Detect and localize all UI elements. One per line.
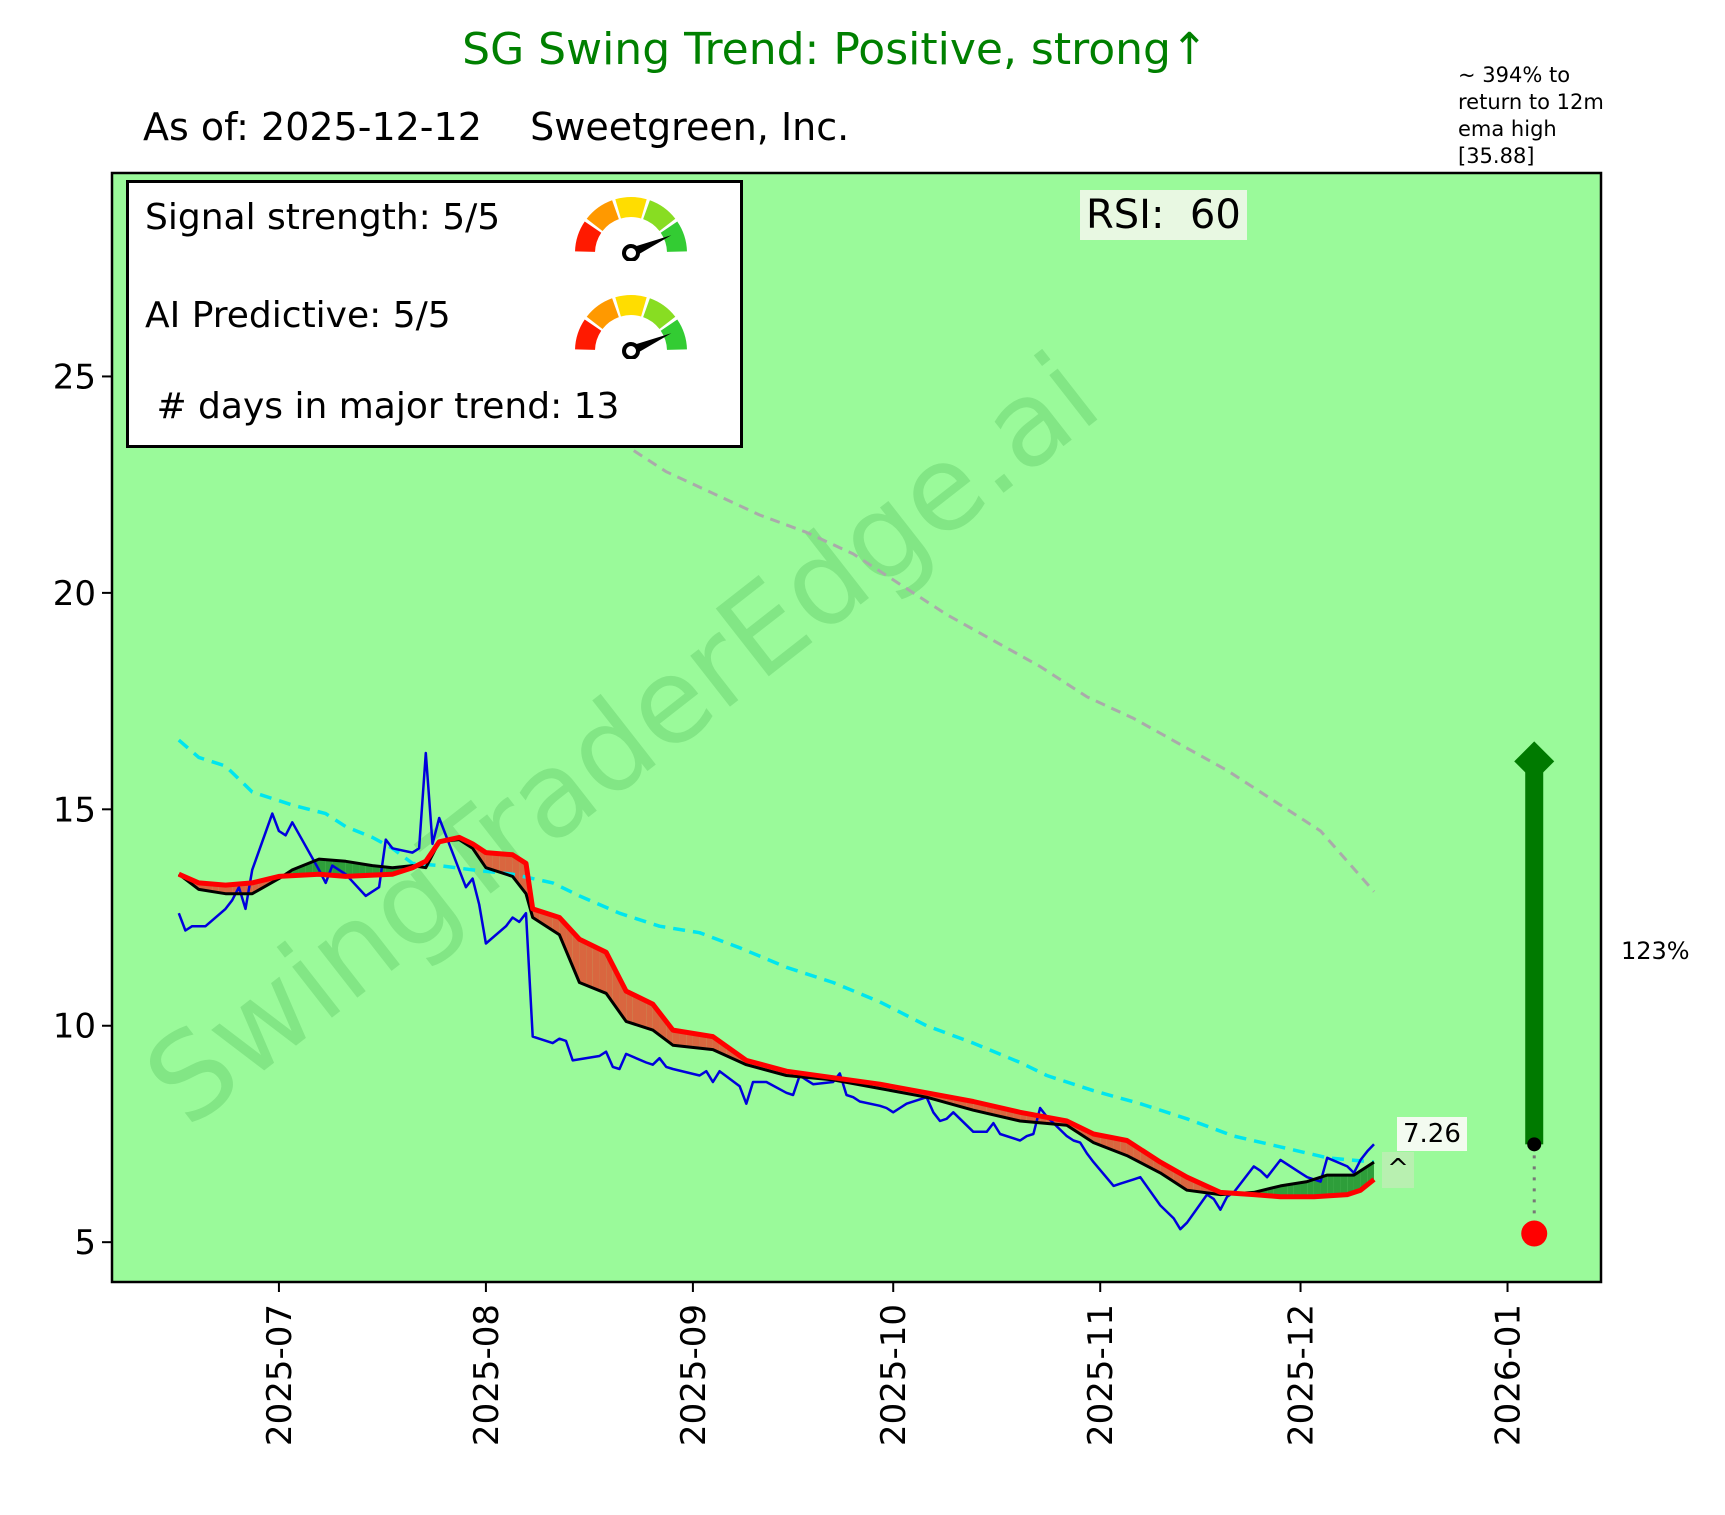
gauge-segment (660, 221, 687, 252)
ai-predictive-label: AI Predictive: 5/5 (145, 295, 451, 336)
x-tick-label: 2025-07 (260, 1304, 300, 1446)
trend-caret-marker: ^ (1382, 1152, 1414, 1188)
ema-fill-bullish (352, 862, 360, 877)
ema-fill-bearish (626, 991, 633, 1024)
ema-fill-bullish (1287, 1183, 1294, 1197)
y-tick-label: 20 (53, 574, 96, 614)
ema-fill-bearish (485, 852, 493, 870)
note-line: [35.88] (1458, 144, 1535, 168)
price-line (177, 751, 1375, 1231)
x-tick-label: 2025-10 (874, 1304, 914, 1446)
ema-fill-bearish (586, 942, 593, 988)
x-tick-label: 2026-01 (1489, 1304, 1529, 1446)
ema-fill-bullish (1327, 1175, 1334, 1196)
slow-ema-line (177, 834, 1376, 1200)
ema-fill-bearish (672, 1030, 680, 1046)
gauge-segment (615, 295, 647, 317)
ema-fill-bearish (579, 939, 587, 986)
ema-fill-bearish (686, 1032, 693, 1048)
ma50-line (177, 738, 1375, 1164)
chart-title: SG Swing Trend: Positive, strong↑ (462, 24, 1208, 75)
ema-fill-bearish (505, 854, 513, 877)
gauge-hub (622, 244, 640, 261)
note-line: return to 12m (1458, 90, 1604, 114)
signal-legend: Signal strength: 5/5 AI Predictive: 5/5 … (126, 180, 743, 448)
note-line: ema high (1458, 117, 1557, 141)
stop-level-dot (1521, 1220, 1548, 1247)
ema-fill-bearish (499, 853, 506, 875)
ai-predictive-gauge-icon (575, 295, 687, 359)
ema-fill-bearish (699, 1034, 707, 1049)
ema-fill-bullish (1307, 1179, 1314, 1197)
target-arrow-head-icon (1514, 741, 1555, 782)
ema-fill-bearish (592, 945, 600, 991)
ema-fill-bearish (599, 948, 607, 994)
gauge-segment (575, 221, 602, 252)
ema-fill-bullish (1333, 1175, 1341, 1196)
gauge-segment (615, 197, 647, 219)
y-tick-label: 25 (53, 357, 96, 397)
ema-fill-bearish (1113, 1137, 1121, 1154)
fast-ema-line (177, 838, 1375, 1197)
x-tick-label: 2025-09 (674, 1304, 714, 1446)
x-tick-label: 2025-12 (1282, 1304, 1322, 1446)
target-percent-label: 123% (1621, 937, 1690, 965)
ema-fill-bearish (679, 1031, 687, 1047)
ema-fill-bearish (706, 1035, 713, 1050)
ema-fill-bearish (492, 853, 500, 873)
ema-fill-bullish (1353, 1170, 1361, 1193)
y-tick-label: 5 (74, 1223, 96, 1263)
last-price-label: 7.26 (1397, 1117, 1467, 1151)
y-tick-label: 15 (53, 790, 96, 830)
ema-fill-bearish (566, 924, 573, 967)
plot-frame (110, 171, 1603, 1284)
signal-strength-gauge-icon (575, 197, 687, 261)
gauge-segment (643, 200, 676, 231)
ema-fill-bullish (1340, 1175, 1348, 1195)
current-price-dot (1527, 1137, 1542, 1152)
days-in-trend-label: # days in major trend: 13 (145, 386, 620, 427)
y-tick-label: 10 (53, 1007, 96, 1047)
ema-fill-bearish (692, 1033, 700, 1049)
return-to-high-note: ~ 394% to return to 12m ema high [35.88] (1458, 62, 1604, 170)
ema-fill-bullish (1300, 1181, 1308, 1197)
rsi-badge: RSI: 60 (1080, 190, 1247, 240)
gauge-segment (586, 200, 619, 231)
x-tick-label: 2025-08 (467, 1304, 507, 1446)
signal-strength-label: Signal strength: 5/5 (145, 197, 501, 238)
ema-fill-bearish (646, 1000, 653, 1031)
gauge-segment (575, 319, 602, 350)
ema-fill-bearish (632, 994, 640, 1026)
chart-subtitle: As of: 2025-12-12 Sweetgreen, Inc. (143, 105, 849, 149)
gauge-segment (660, 319, 687, 350)
ema-fill-bullish (359, 863, 366, 876)
ema-fill-bearish (639, 997, 647, 1028)
ema-fill-bullish (1293, 1182, 1301, 1197)
ema-fill-bullish (1280, 1184, 1288, 1197)
ema-fill-bullish (345, 861, 353, 877)
target-arrow-shaft (1525, 767, 1544, 1145)
x-tick-label: 2025-11 (1081, 1304, 1121, 1446)
note-line: ~ 394% to (1458, 63, 1571, 87)
ema-fill-bearish (1120, 1139, 1127, 1156)
ma200-line (618, 440, 1376, 893)
gauge-segment (586, 298, 619, 329)
gauge-segment (643, 298, 676, 329)
ema-fill-bullish (1347, 1175, 1354, 1195)
gauge-hub (622, 342, 640, 359)
